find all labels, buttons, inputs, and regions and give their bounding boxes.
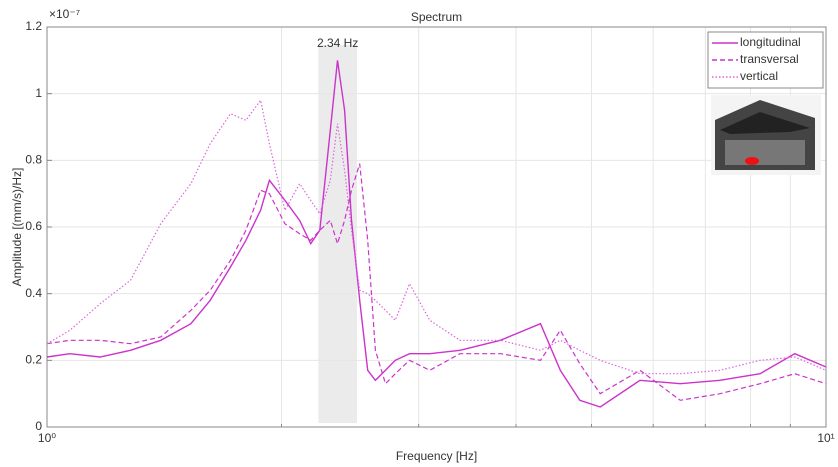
x-tick-label: 10¹ bbox=[817, 431, 834, 445]
y-tick-label: 0 bbox=[35, 419, 42, 433]
y-exponent: ×10⁻⁷ bbox=[49, 7, 80, 21]
series-line bbox=[46, 98, 827, 375]
photo-roof bbox=[720, 112, 810, 134]
y-tick-label: 0.8 bbox=[25, 153, 42, 167]
y-tick-label: 1 bbox=[35, 86, 42, 100]
series-line bbox=[46, 163, 827, 401]
x-axis-label: Frequency [Hz] bbox=[396, 449, 477, 463]
inset-photo bbox=[711, 95, 821, 175]
chart-title: Spectrum bbox=[411, 10, 462, 24]
legend-label: vertical bbox=[740, 69, 778, 83]
y-tick-label: 0.6 bbox=[25, 219, 42, 233]
legend-label: longitudinal bbox=[740, 35, 801, 49]
photo-wall bbox=[725, 140, 805, 165]
annotation: 2.34 Hz bbox=[317, 36, 358, 50]
x-tick-label: 10⁰ bbox=[38, 431, 56, 445]
legend-box bbox=[707, 31, 824, 89]
y-axis-label: Amplitude [(mm/s)/Hz] bbox=[10, 168, 24, 287]
highlight-band bbox=[318, 45, 357, 423]
photo-sensor bbox=[745, 157, 759, 165]
y-tick-label: 0.4 bbox=[25, 286, 42, 300]
y-tick-label: 0.2 bbox=[25, 353, 42, 367]
series-line bbox=[46, 60, 827, 408]
y-tick-label: 1.2 bbox=[25, 19, 42, 33]
legend-label: transversal bbox=[740, 52, 799, 66]
